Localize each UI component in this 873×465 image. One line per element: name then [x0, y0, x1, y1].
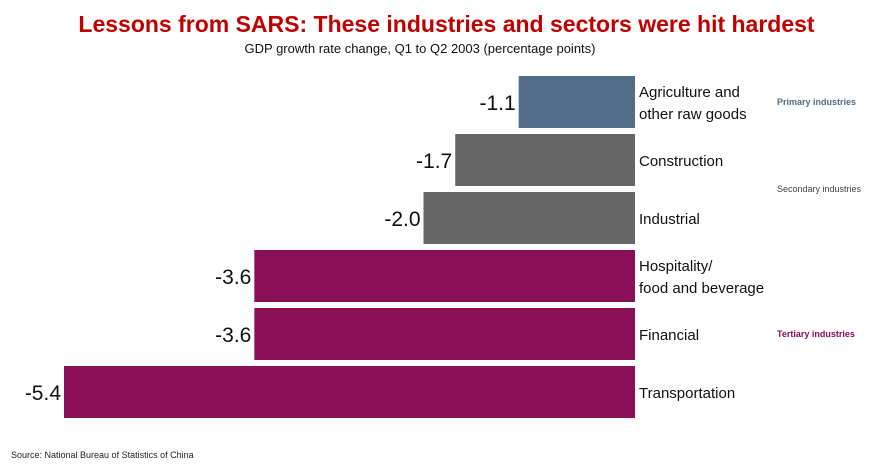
chart-title: Lessons from SARS: These industries and … — [78, 11, 815, 37]
group-label-secondary: Secondary industries — [777, 184, 862, 194]
category-label: Agriculture and other raw goods — [639, 84, 747, 123]
chart-subtitle: GDP growth rate change, Q1 to Q2 2003 (p… — [244, 41, 596, 56]
category-label: Industrial — [639, 211, 700, 228]
category-label-line: food and beverage — [639, 280, 764, 297]
value-label: -3.6 — [215, 266, 251, 289]
value-label: -1.1 — [479, 92, 515, 115]
group-label-primary: Primary industries — [777, 97, 856, 107]
category-label-line: other raw goods — [639, 106, 747, 123]
bar — [423, 192, 635, 244]
category-label-line: Financial — [639, 327, 699, 344]
group-label-tertiary: Tertiary industries — [777, 329, 855, 339]
category-label: Financial — [639, 327, 699, 344]
category-label: Hospitality/food and beverage — [639, 258, 764, 297]
value-label: -3.6 — [215, 324, 251, 347]
category-label-line: Hospitality/ — [639, 258, 713, 275]
bar — [64, 366, 635, 418]
category-label: Transportation — [639, 385, 735, 402]
category-label-line: Construction — [639, 153, 723, 170]
value-label: -2.0 — [384, 208, 420, 231]
source-note: Source: National Bureau of Statistics of… — [11, 450, 194, 460]
value-label: -1.7 — [416, 150, 452, 173]
bar — [518, 76, 635, 128]
bar — [455, 134, 635, 186]
value-label: -5.4 — [25, 382, 62, 405]
bar — [254, 308, 636, 360]
category-label-line: Agriculture and — [639, 84, 740, 101]
category-label-line: Transportation — [639, 385, 735, 402]
category-label-line: Industrial — [639, 211, 700, 228]
bar — [254, 250, 636, 302]
category-label: Construction — [639, 153, 723, 170]
